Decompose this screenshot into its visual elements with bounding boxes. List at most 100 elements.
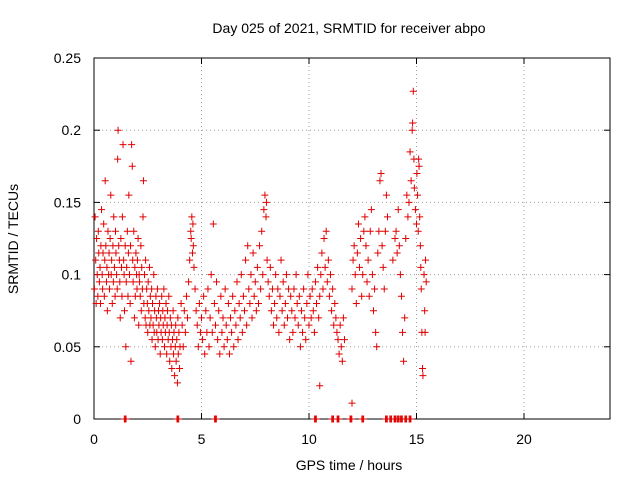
data-point [162,299,170,307]
data-point [359,271,367,279]
y-tick-label: 0.25 [54,50,81,66]
data-point [105,285,113,293]
x-tick-label: 10 [301,431,317,447]
data-point [299,328,307,336]
data-point [136,278,144,286]
data-point [261,191,269,199]
data-point [118,213,126,221]
data-point [327,271,334,279]
data-point [231,307,239,315]
data-point [134,235,142,242]
data-point [270,321,278,329]
data-point [377,170,385,178]
data-point [334,336,342,344]
data-point [308,285,316,293]
data-point [317,271,325,279]
data-point [94,227,102,235]
data-point [245,285,253,293]
data-point [307,314,315,322]
data-point [219,314,227,322]
data-point [145,263,153,271]
data-point [414,227,422,235]
data-point [325,292,333,300]
data-point [126,299,134,307]
data-point [99,249,107,257]
data-point [131,263,139,271]
y-tick-label: 0.2 [62,122,82,138]
data-point [141,271,149,279]
data-point [337,343,345,351]
data-point [125,191,133,199]
data-point [98,206,106,214]
data-point [222,321,230,329]
data-point-zero [212,415,220,423]
data-point [297,307,305,315]
data-point [281,299,289,307]
data-point [114,126,122,134]
data-point [186,256,194,264]
data-point [409,119,417,127]
data-point [120,256,128,264]
data-point [300,285,308,293]
data-point [104,227,112,235]
data-point [115,242,123,250]
data-point-zero [312,415,320,423]
data-point [218,328,226,336]
data-point [179,343,187,351]
data-point [198,314,205,322]
data-point [187,227,195,235]
x-axis-label: GPS time / hours [296,457,403,473]
data-point [110,263,118,271]
data-point [180,307,188,315]
data-point [354,220,362,228]
data-point [130,314,138,322]
data-point [375,227,383,235]
data-point [150,271,158,279]
data-point [340,336,348,344]
data-point [92,256,100,264]
data-point [350,242,358,250]
data-point [284,314,291,322]
data-point [417,263,425,271]
data-point [311,278,319,286]
data-point [188,213,196,221]
data-point [137,242,145,250]
data-point [139,213,147,221]
data-point [336,321,344,329]
data-point [381,227,389,235]
data-point [161,343,169,351]
data-point [253,263,261,271]
data-point [172,321,180,329]
y-axis-label: SRMTID / TECUs [5,184,21,294]
data-point [329,285,337,293]
data-point [306,292,314,300]
data-point-zero [335,415,343,423]
data-point [103,307,111,315]
data-point [144,328,152,336]
data-point [135,321,143,329]
data-point [94,292,102,300]
data-point [250,292,258,300]
data-point [229,292,237,300]
tick-layer: 0 5 10 15 20 0 0.05 0.1 0.15 0.2 0.25 [54,50,610,447]
data-point [109,278,117,286]
data-point [187,235,195,242]
data-point [404,213,412,221]
data-point [246,299,254,307]
data-point [234,336,242,344]
data-point [294,321,302,329]
data-point [287,292,295,300]
data-point [379,263,387,271]
data-point [260,206,268,214]
data-point [313,299,321,307]
data-point [248,314,256,322]
data-point [113,285,121,293]
data-point [227,314,235,322]
data-point [413,220,420,228]
data-point [112,249,120,257]
data-point [367,206,375,214]
data-point [127,242,135,250]
data-point [400,357,408,365]
data-point [393,249,401,257]
data-point [122,278,130,286]
